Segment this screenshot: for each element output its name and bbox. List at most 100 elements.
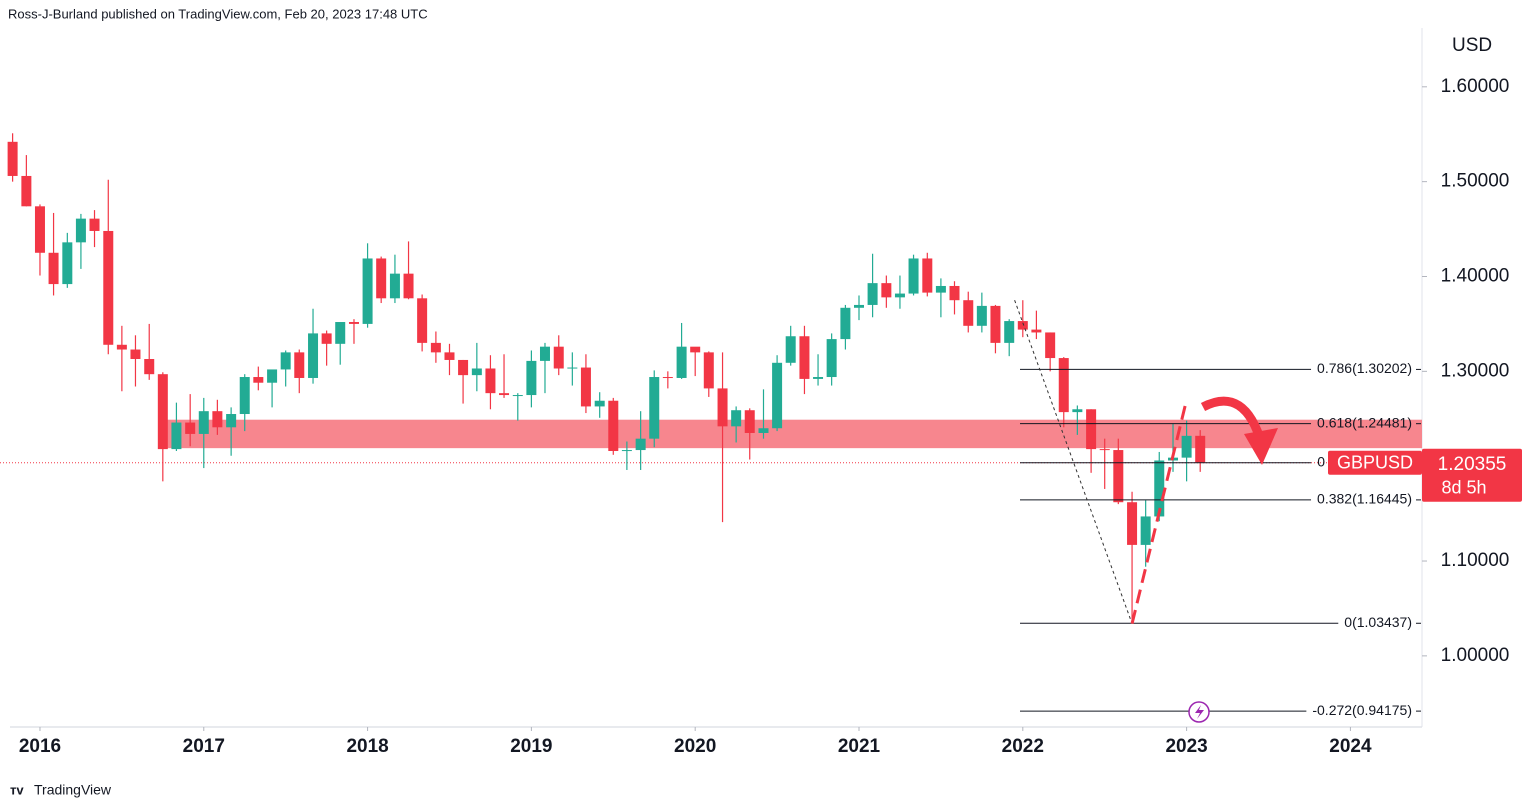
candle-body	[130, 349, 141, 360]
candle-body	[799, 336, 810, 379]
candle-body	[62, 242, 73, 285]
candle-body	[690, 346, 701, 353]
candle-body	[539, 346, 550, 361]
candle-body	[580, 367, 591, 407]
fib-label: -0.272(0.94175)	[1312, 702, 1412, 718]
candle-body	[731, 410, 742, 427]
y-tick-label: 1.00000	[1441, 645, 1510, 666]
candle-body	[949, 285, 960, 301]
x-tick-label: 2017	[183, 736, 225, 757]
candle-body	[253, 377, 264, 383]
candle-body	[744, 410, 755, 433]
candle-body	[430, 342, 441, 353]
candle-body	[772, 362, 783, 429]
candle-body	[1004, 321, 1015, 343]
candle-body	[471, 368, 482, 376]
trend-line	[1130, 399, 1189, 624]
candle-body	[485, 368, 496, 394]
candle-body	[239, 377, 250, 415]
candle-body	[1045, 332, 1056, 359]
candle-body	[389, 273, 400, 299]
candle-body	[198, 411, 209, 434]
candle-body	[649, 377, 660, 439]
candle-body	[1181, 435, 1192, 458]
candle-body	[348, 322, 359, 324]
candle-body	[512, 395, 523, 397]
candle-body	[89, 218, 100, 231]
candle-body	[144, 359, 155, 375]
support-zone	[162, 419, 1422, 449]
candle-body	[7, 141, 18, 176]
candle-body	[226, 414, 237, 428]
candle-body	[608, 400, 619, 452]
candle-body	[1017, 321, 1028, 330]
candle-body	[116, 344, 127, 350]
candle-body	[335, 322, 346, 344]
x-tick-label: 2016	[19, 736, 61, 757]
candle-body	[826, 339, 837, 378]
candle-body	[376, 258, 387, 299]
plot: 1.000001.100001.200001.300001.400001.500…	[0, 76, 1509, 757]
candle-body	[853, 304, 864, 308]
y-tick-label: 1.60000	[1441, 76, 1510, 97]
candle-body	[553, 346, 564, 369]
header: Ross-J-Burland published on TradingView.…	[8, 6, 428, 21]
fib-label: 0.786(1.30202)	[1317, 360, 1412, 376]
candle-body	[280, 352, 291, 370]
y-axis-label: USD	[1452, 35, 1492, 56]
candle-body	[1072, 409, 1083, 413]
candle-body	[990, 305, 1001, 343]
x-tick-label: 2021	[838, 736, 881, 757]
candle-body	[417, 298, 428, 343]
x-tick-label: 2022	[1002, 736, 1044, 757]
candle-body	[499, 393, 510, 396]
countdown-label: 8d 5h	[1441, 478, 1486, 498]
candle-body	[75, 218, 86, 243]
candle-body	[840, 307, 851, 340]
candle-body	[935, 285, 946, 293]
candle-body	[1154, 460, 1165, 517]
candle-body	[403, 273, 414, 299]
candle-body	[894, 293, 905, 298]
candle-body	[185, 422, 196, 434]
candle-body	[444, 352, 455, 360]
fib-label: 0.382(1.16445)	[1317, 491, 1412, 507]
candle-body	[1031, 329, 1042, 333]
candle-body	[963, 300, 974, 326]
arrow-head	[1244, 428, 1278, 465]
x-tick-label: 2018	[346, 736, 388, 757]
candle-body	[1099, 449, 1110, 451]
candle-body	[526, 360, 537, 396]
candle-body	[1127, 502, 1138, 545]
candle-body	[567, 367, 578, 369]
candle-body	[212, 411, 223, 428]
candle-body	[635, 438, 646, 451]
candle-body	[1140, 516, 1151, 545]
footer: TradingView	[34, 782, 112, 798]
y-tick-label: 1.40000	[1441, 266, 1510, 287]
candle-body	[267, 369, 278, 383]
price-label-box	[1422, 448, 1522, 502]
candle-body	[1113, 450, 1124, 503]
price-label: 1.20355	[1438, 454, 1507, 475]
fib-label: 0	[1317, 454, 1325, 470]
candle-body	[1058, 358, 1069, 413]
candle-body	[703, 352, 714, 389]
candle-body	[1086, 409, 1097, 450]
fib-label: 0(1.03437)	[1344, 614, 1412, 630]
candle-body	[922, 258, 933, 293]
x-tick-label: 2019	[510, 736, 552, 757]
candle-body	[34, 206, 45, 253]
candle-body	[908, 258, 919, 294]
candle-body	[458, 359, 469, 376]
candle-body	[103, 230, 114, 345]
y-tick-label: 1.10000	[1441, 550, 1510, 571]
candle-body	[785, 336, 796, 363]
candle-body	[21, 175, 32, 207]
candle-body	[813, 377, 824, 379]
candle-body	[662, 377, 673, 379]
event-icon-glyph	[1195, 705, 1204, 719]
candle-body	[976, 305, 987, 326]
